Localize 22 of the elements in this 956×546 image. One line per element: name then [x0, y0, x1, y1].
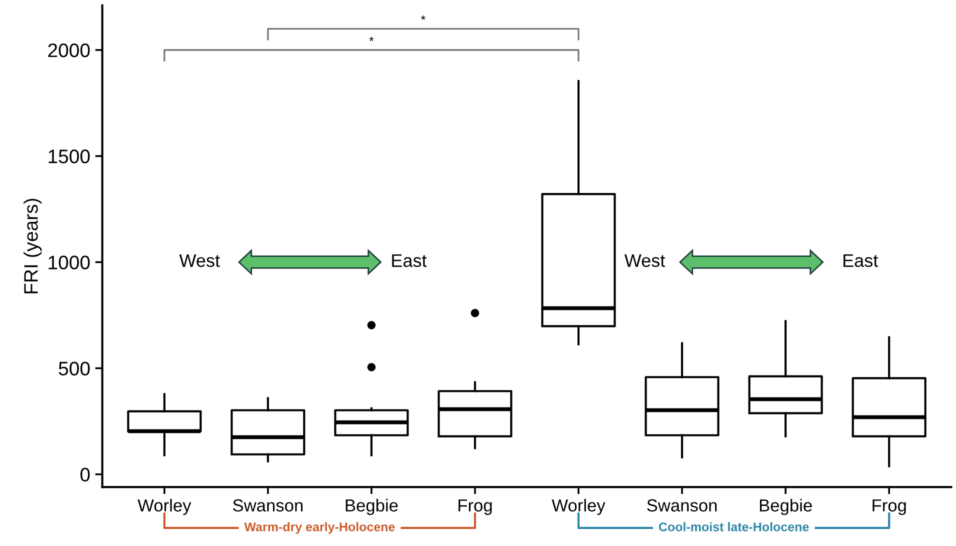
annotation: West — [624, 254, 666, 268]
y-tick-label: 0 — [80, 468, 90, 482]
x-tick-label: Worley — [138, 498, 192, 516]
y-axis-title: FRI (years) — [24, 198, 42, 294]
annotation: * — [420, 15, 426, 20]
annotation: East — [392, 254, 427, 268]
y-tick-label: 2000 — [48, 43, 90, 58]
y-tick-label: 500 — [58, 362, 90, 376]
x-tick-label: Swanson — [233, 499, 303, 512]
text: Cool-moist late-Holocene — [658, 522, 809, 532]
x-tick-label: Worley — [552, 498, 606, 516]
annotation: East — [844, 254, 878, 268]
y-tick-label: 1000 — [48, 256, 90, 270]
y-tick-label: 1500 — [48, 150, 90, 164]
x-tick-label: Begbie — [760, 498, 812, 516]
x-tick-label: Frog — [872, 499, 906, 516]
x-tick-label: Begbie — [346, 498, 398, 516]
x-tick-label: Swanson — [647, 499, 717, 512]
x-tick-label: Frog — [458, 499, 492, 516]
annotation: West — [179, 254, 220, 268]
text: Warm-dry early-Holocene — [244, 522, 395, 534]
annotation: * — [369, 36, 374, 42]
